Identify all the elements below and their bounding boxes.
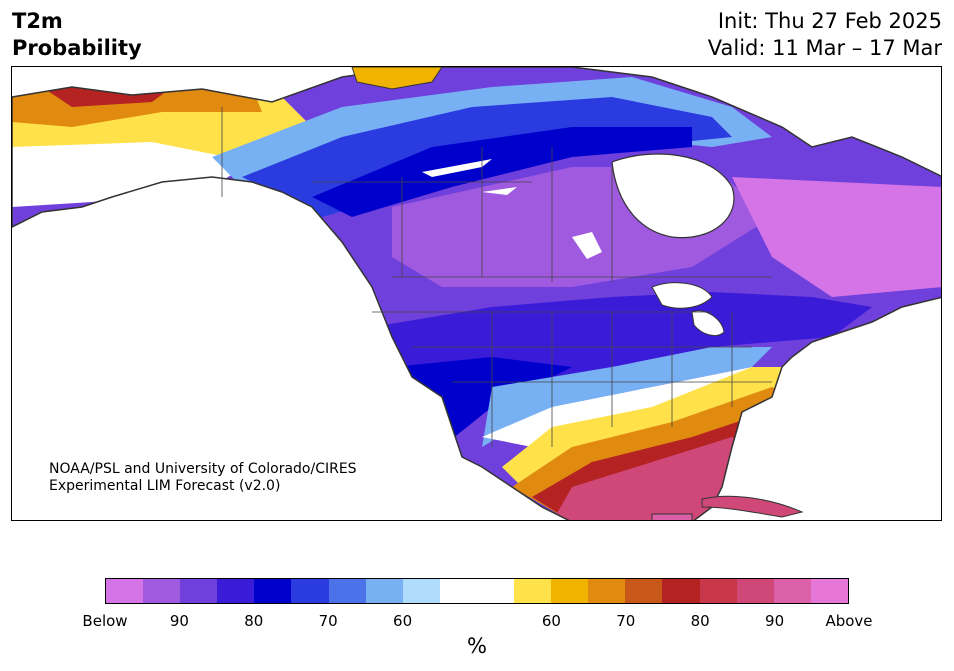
colorbar-segment: [180, 579, 218, 603]
colorbar-segment: [588, 579, 626, 603]
colorbar-segment: [328, 579, 366, 603]
field-transition-light: [482, 347, 772, 447]
greenland-tip: [351, 67, 443, 90]
forecast-dates: Init: Thu 27 Feb 2025 Valid: 11 Mar – 17…: [708, 8, 942, 62]
probability-fields: [12, 67, 941, 520]
colorbar-tick-label: Below: [82, 612, 128, 630]
colorbar-tick-label: 80: [244, 612, 264, 630]
product-label: Probability: [12, 36, 142, 60]
colorbar-segment: [699, 579, 737, 603]
coastline: [12, 67, 941, 520]
colorbar-segment: [810, 579, 848, 603]
great-lakes-superior: [651, 282, 713, 309]
field-quebec-magenta: [732, 177, 941, 297]
colorbar-segment: [439, 579, 477, 603]
map-title: T2m Probability: [12, 8, 142, 62]
colorbar-segment: [476, 579, 515, 603]
great-lakes-michigan: [691, 310, 725, 336]
variable-label: T2m: [12, 9, 63, 33]
colorbar-segment: [106, 579, 144, 603]
init-date: Init: Thu 27 Feb 2025: [717, 9, 942, 33]
map-canvas: [12, 67, 941, 520]
colorbar-tick-label: Above: [825, 612, 873, 630]
political-borders: [221, 107, 772, 447]
colorbar-segment: [514, 579, 552, 603]
lake-great-bear: [422, 159, 492, 177]
credit-text: NOAA/PSL and University of Colorado/CIRE…: [49, 461, 357, 495]
lake-winnipeg: [572, 232, 602, 259]
field-alaska-neutral: [12, 142, 252, 207]
colorbar-segment: [402, 579, 440, 603]
colorbar-tick-label: 80: [690, 612, 710, 630]
credit-line-2: Experimental LIM Forecast (v2.0): [49, 478, 281, 494]
hudson-bay: [611, 153, 735, 239]
probability-colorbar: [105, 578, 849, 604]
colorbar-segment: [143, 579, 181, 603]
colorbar-segment: [773, 579, 811, 603]
colorbar-labels: Below 90 80 70 60 60 70 80 90 Above: [82, 612, 872, 632]
colorbar-tick-label: 60: [541, 612, 561, 630]
yucatan: [651, 513, 693, 520]
colorbar-tick-label: 60: [393, 612, 413, 630]
lake-great-slave: [482, 187, 517, 195]
colorbar-segment: [551, 579, 589, 603]
colorbar-tick-label: 70: [318, 612, 338, 630]
valid-date: Valid: 11 Mar – 17 Mar: [707, 36, 942, 60]
credit-line-1: NOAA/PSL and University of Colorado/CIRE…: [49, 461, 357, 477]
colorbar-unit: %: [467, 634, 487, 658]
colorbar-segment: [291, 579, 329, 603]
colorbar-segment: [625, 579, 663, 603]
colorbar-tick-label: 70: [616, 612, 636, 630]
colorbar-tick-label: 90: [765, 612, 785, 630]
forecast-map: [11, 66, 942, 521]
colorbar-segment: [365, 579, 403, 603]
cuba: [701, 495, 804, 518]
colorbar-segment: [254, 579, 292, 603]
colorbar-segment: [662, 579, 700, 603]
colorbar-segment: [217, 579, 255, 603]
colorbar-segment: [736, 579, 774, 603]
field-cold-deep: [312, 127, 692, 217]
colorbar-tick-label: 90: [169, 612, 189, 630]
